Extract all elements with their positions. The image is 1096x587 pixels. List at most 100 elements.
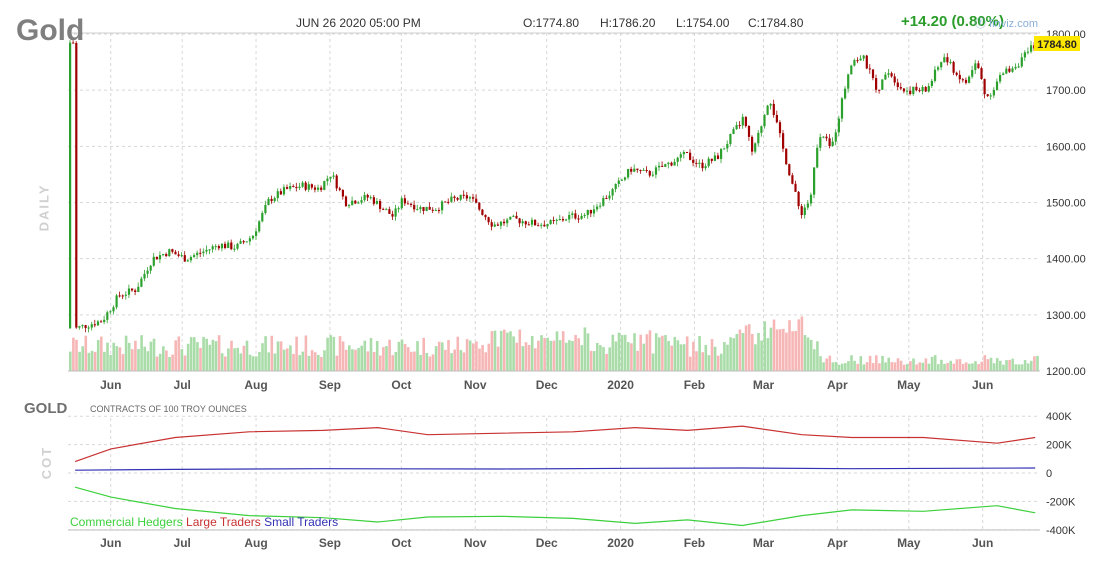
- volume-bar: [537, 340, 540, 371]
- price-candle: [251, 235, 255, 239]
- volume-bar: [251, 356, 255, 371]
- cot-x-tick-label: Feb: [684, 536, 705, 550]
- volume-bar: [1011, 358, 1014, 371]
- volume-bar: [555, 331, 559, 371]
- volume-bar: [189, 337, 193, 371]
- volume-bar: [658, 337, 661, 371]
- price-candle: [168, 249, 171, 257]
- volume-bar: [732, 338, 735, 371]
- price-candle: [558, 218, 561, 220]
- finviz-link[interactable]: ⓕ finviz.com: [975, 18, 1038, 30]
- volume-bar: [410, 351, 413, 371]
- volume-bar: [940, 359, 943, 371]
- volume-bar: [757, 333, 760, 371]
- volume-bar: [416, 341, 419, 371]
- volume-bar: [878, 363, 881, 371]
- volume-bar: [267, 352, 270, 371]
- volume-bar: [478, 348, 481, 371]
- symbol-title: Gold: [16, 14, 85, 47]
- volume-bar: [648, 330, 652, 371]
- volume-bar: [738, 329, 742, 371]
- volume-bar: [899, 360, 903, 371]
- volume-bar: [791, 331, 794, 371]
- volume-bar: [131, 349, 134, 371]
- price-candle: [369, 197, 372, 199]
- volume-bar: [1008, 359, 1011, 371]
- volume-bar: [664, 335, 667, 371]
- price-candle: [1030, 45, 1033, 52]
- price-candle: [565, 219, 568, 221]
- volume-bar: [106, 342, 109, 371]
- price-candle: [766, 105, 769, 115]
- volume-bar: [524, 342, 528, 371]
- price-candle: [354, 200, 357, 204]
- price-candle: [645, 169, 648, 172]
- volume-bar: [168, 356, 171, 371]
- price-candle: [627, 168, 630, 178]
- volume-bar: [633, 333, 636, 371]
- price-candle: [534, 219, 537, 226]
- price-candle: [93, 324, 96, 326]
- price-candle: [286, 187, 289, 189]
- legend-large-traders: Large Traders: [186, 515, 261, 529]
- volume-bar: [310, 350, 314, 371]
- price-candle: [707, 158, 710, 167]
- volume-bar: [1002, 364, 1005, 371]
- volume-bar: [949, 360, 952, 371]
- price-candle: [819, 137, 822, 148]
- volume-bar: [912, 358, 915, 371]
- price-candle: [431, 209, 434, 211]
- volume-bar: [840, 363, 844, 371]
- volume-bar: [499, 330, 503, 371]
- volume-bar: [614, 341, 618, 371]
- open-value: O:1774.80: [523, 16, 580, 30]
- price-candle: [329, 176, 332, 179]
- volume-bar: [673, 336, 677, 371]
- volume-bar: [369, 337, 373, 371]
- axis-labels: 1200.00 1300.00 1400.00 1500.00 1600.00 1700.…: [100, 29, 1086, 550]
- volume-bar: [90, 350, 94, 371]
- price-candle: [397, 208, 400, 210]
- volume-bar: [971, 363, 974, 371]
- price-x-tick-label: Jun: [972, 378, 993, 392]
- volume-bar: [1036, 355, 1039, 371]
- price-candle: [729, 133, 732, 145]
- price-candle: [422, 207, 425, 211]
- price-candle: [828, 138, 831, 146]
- volume-bar: [84, 335, 88, 371]
- volume-bar: [661, 335, 664, 371]
- volume-bar: [220, 353, 224, 371]
- price-candle: [363, 194, 366, 201]
- volume-bar: [794, 330, 797, 371]
- price-candle: [208, 249, 211, 251]
- volume-bar: [602, 347, 605, 371]
- price-candle: [267, 198, 270, 206]
- price-candle: [379, 201, 382, 209]
- price-candle: [822, 136, 825, 138]
- price-candle: [193, 255, 196, 258]
- price-candle: [236, 243, 239, 249]
- volume-bar: [270, 335, 274, 371]
- price-candle: [503, 221, 506, 224]
- price-candle: [871, 69, 875, 79]
- price-candle: [676, 157, 679, 162]
- volume-bar: [726, 344, 729, 371]
- price-candle: [549, 220, 552, 225]
- volume-bar: [329, 335, 332, 371]
- price-candle: [946, 57, 949, 63]
- volume-bar: [670, 345, 673, 371]
- price-candle: [307, 184, 310, 190]
- price-candle: [351, 200, 354, 206]
- price-candle: [611, 189, 614, 196]
- volume-bar: [630, 343, 633, 371]
- price-candle: [961, 79, 964, 81]
- cot-y-tick-label: -200K: [1046, 496, 1076, 508]
- volume-bar: [261, 343, 264, 371]
- price-candle: [772, 103, 775, 115]
- volume-bar: [890, 362, 894, 371]
- volume-bar: [149, 341, 153, 371]
- price-candle: [1017, 66, 1020, 68]
- volume-bar: [388, 339, 391, 371]
- price-candle: [490, 222, 493, 227]
- volume-bar: [902, 364, 906, 371]
